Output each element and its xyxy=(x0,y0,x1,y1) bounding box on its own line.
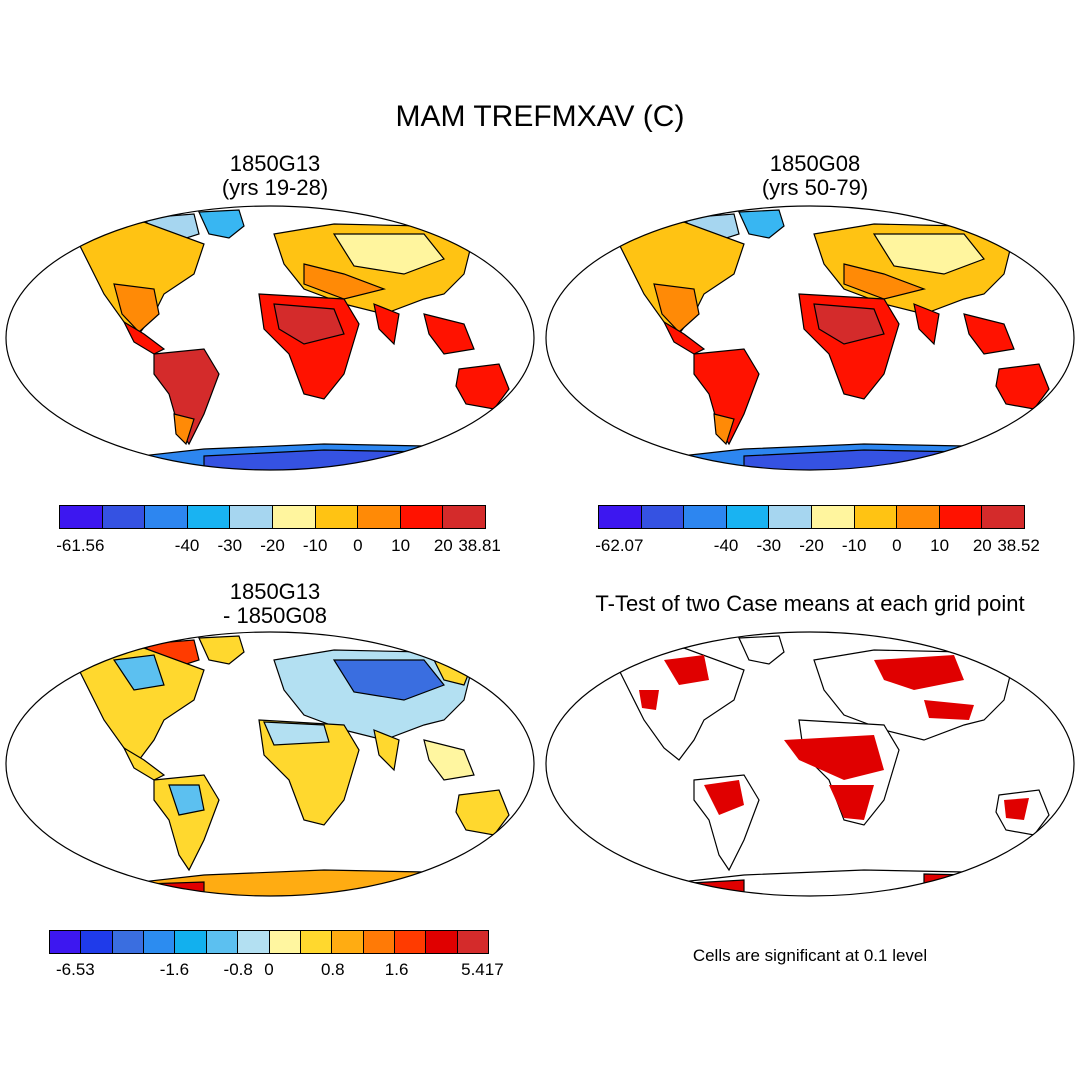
panel3-title: 1850G13 - 1850G08 xyxy=(120,580,430,628)
colorbar-swatch xyxy=(272,506,316,528)
colorbar-swatch xyxy=(112,931,145,953)
panel4-title-line1: T-Test of two Case means at each grid po… xyxy=(595,591,1025,616)
colorbar-tick-label: -30 xyxy=(756,536,782,555)
colorbar-3 xyxy=(49,930,489,954)
colorbar-swatch xyxy=(641,506,685,528)
colorbar-2 xyxy=(598,505,1025,529)
panel1-title-line1: 1850G13 xyxy=(229,151,321,176)
colorbar-1 xyxy=(59,505,486,529)
colorbar-3-labels: -6.53 -1.6 -0.8 0 0.8 1.6 5.417 xyxy=(49,960,504,982)
colorbar-swatch xyxy=(363,931,395,953)
map-panel-3 xyxy=(5,631,535,897)
panel4-title: T-Test of two Case means at each grid po… xyxy=(540,592,1080,616)
colorbar-swatch xyxy=(187,506,231,528)
map-panel-1 xyxy=(5,205,535,471)
antarctica-shape xyxy=(6,869,534,896)
colorbar-swatch xyxy=(400,506,444,528)
colorbar-tick-label: -10 xyxy=(841,536,867,555)
colorbar-tick-label: -40 xyxy=(174,536,200,555)
colorbar-tick-label: 38.81 xyxy=(458,536,501,555)
panel3-title-line2: - 1850G08 xyxy=(223,603,327,628)
colorbar-swatch xyxy=(939,506,983,528)
colorbar-swatch xyxy=(269,931,301,953)
colorbar-swatch xyxy=(426,931,458,953)
colorbar-swatch xyxy=(238,931,270,953)
south-america-shape xyxy=(153,348,220,446)
colorbar-tick-label: 0 xyxy=(264,960,274,979)
colorbar-swatch xyxy=(811,506,855,528)
colorbar-swatch xyxy=(684,506,727,528)
figure-title: MAM TREFMXAV (C) xyxy=(395,100,685,133)
colorbar-swatch xyxy=(206,931,239,953)
colorbar-swatch xyxy=(443,506,485,528)
colorbar-swatch xyxy=(144,931,176,953)
panel2-title-line2: (yrs 50-79) xyxy=(761,175,869,200)
panel1-title-line2: (yrs 19-28) xyxy=(221,175,329,200)
colorbar-swatch xyxy=(332,931,364,953)
colorbar-swatch xyxy=(300,931,333,953)
colorbar-tick-label: 20 xyxy=(433,536,453,555)
colorbar-tick-label: 10 xyxy=(391,536,411,555)
colorbar-tick-label: 20 xyxy=(972,536,992,555)
colorbar-swatch xyxy=(315,506,359,528)
colorbar-swatch xyxy=(358,506,401,528)
north-america-shape xyxy=(73,647,205,761)
colorbar-swatch xyxy=(854,506,898,528)
colorbar-tick-label: -20 xyxy=(260,536,285,555)
colorbar-swatch xyxy=(726,506,770,528)
colorbar-tick-label: 5.417 xyxy=(461,960,504,979)
colorbar-tick-label: -6.53 xyxy=(56,960,95,979)
colorbar-swatch xyxy=(897,506,940,528)
colorbar-swatch xyxy=(769,506,812,528)
colorbar-tick-label: -20 xyxy=(799,536,824,555)
colorbar-swatch xyxy=(81,931,113,953)
colorbar-swatch xyxy=(175,931,207,953)
colorbar-tick-label: -40 xyxy=(713,536,739,555)
colorbar-tick-label: 1.6 xyxy=(384,960,409,979)
colorbar-tick-label: -61.56 xyxy=(56,536,105,555)
colorbar-swatch xyxy=(982,506,1024,528)
colorbar-swatch xyxy=(230,506,273,528)
panel3-title-line1: 1850G13 xyxy=(229,579,321,604)
colorbar-swatch xyxy=(50,931,82,953)
colorbar-1-labels: -61.56 -40 -30 -20 -10 0 10 20 38.81 xyxy=(56,536,501,558)
colorbar-swatch xyxy=(60,506,103,528)
map-panel-4 xyxy=(545,631,1075,897)
colorbar-tick-label: 38.52 xyxy=(997,536,1040,555)
colorbar-swatch xyxy=(102,506,146,528)
colorbar-swatch xyxy=(457,931,489,953)
greenland-shape xyxy=(738,635,785,665)
colorbar-swatch xyxy=(394,931,427,953)
significance-note: Cells are significant at 0.1 level xyxy=(692,946,928,965)
greenland-shape xyxy=(198,635,245,665)
colorbar-swatch xyxy=(599,506,642,528)
greenland-shape xyxy=(198,209,245,239)
north-america-shape xyxy=(613,647,745,761)
colorbar-tick-label: 0 xyxy=(353,536,363,555)
colorbar-2-labels: -62.07 -40 -30 -20 -10 0 10 20 38.52 xyxy=(595,536,1040,558)
colorbar-tick-label: 10 xyxy=(930,536,950,555)
colorbar-tick-label: 0 xyxy=(892,536,902,555)
colorbar-tick-label: 0.8 xyxy=(320,960,345,979)
colorbar-tick-label: -62.07 xyxy=(595,536,644,555)
greenland-shape xyxy=(738,209,785,239)
antarctica-shape xyxy=(546,869,1074,896)
colorbar-tick-label: -1.6 xyxy=(159,960,190,979)
colorbar-swatch xyxy=(145,506,188,528)
panel1-title: 1850G13 (yrs 19-28) xyxy=(120,152,430,200)
map-panel-2 xyxy=(545,205,1075,471)
colorbar-tick-label: -0.8 xyxy=(223,960,253,979)
colorbar-tick-label: -10 xyxy=(302,536,328,555)
south-america-shape xyxy=(693,348,760,446)
panel2-title-line1: 1850G08 xyxy=(769,151,861,176)
south-america-shape xyxy=(153,774,220,872)
colorbar-tick-label: -30 xyxy=(217,536,243,555)
africa-shape xyxy=(258,719,360,826)
panel2-title: 1850G08 (yrs 50-79) xyxy=(660,152,970,200)
